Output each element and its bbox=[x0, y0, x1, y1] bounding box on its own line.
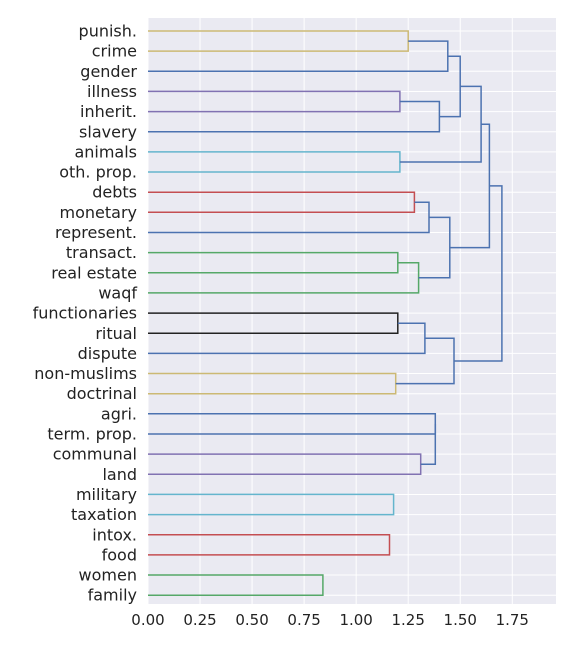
x-tick-label: 1.75 bbox=[496, 611, 529, 629]
x-tick-label: 0.75 bbox=[287, 611, 320, 629]
dendrogram-link bbox=[420, 423, 437, 465]
leaf-label: transact. bbox=[66, 243, 137, 262]
leaf-label: represent. bbox=[55, 223, 137, 242]
x-tick-label: 0.50 bbox=[235, 611, 268, 629]
leaf-label: taxation bbox=[71, 505, 137, 524]
leaf-label: term. prop. bbox=[47, 425, 137, 444]
leaf-label: land bbox=[102, 465, 137, 484]
leaf-label: non-muslims bbox=[34, 364, 137, 383]
leaf-label: illness bbox=[87, 82, 137, 101]
leaf-label: debts bbox=[92, 183, 137, 202]
leaf-label: oth. prop. bbox=[59, 163, 137, 182]
dendrogram-link bbox=[148, 493, 395, 516]
x-tick-label: 0.00 bbox=[131, 611, 164, 629]
leaf-label: family bbox=[88, 586, 137, 605]
x-tick-label: 0.25 bbox=[183, 611, 216, 629]
leaf-label: communal bbox=[53, 445, 137, 464]
leaf-label: agri. bbox=[101, 404, 137, 423]
leaf-label: waqf bbox=[98, 283, 137, 302]
leaf-label: dispute bbox=[78, 344, 137, 363]
plot-background bbox=[148, 18, 556, 604]
leaf-label: crime bbox=[92, 42, 137, 61]
leaf-label: real estate bbox=[51, 263, 137, 282]
leaf-label: women bbox=[79, 566, 137, 585]
leaf-label: ritual bbox=[95, 324, 137, 343]
leaf-label: functionaries bbox=[33, 304, 137, 323]
leaf-labels: punish.crimegenderillnessinherit.slavery… bbox=[33, 22, 138, 605]
dendrogram-link bbox=[148, 574, 324, 596]
leaf-label: intox. bbox=[92, 525, 137, 544]
x-tick-label: 1.00 bbox=[339, 611, 372, 629]
leaf-label: gender bbox=[80, 62, 137, 81]
leaf-label: slavery bbox=[79, 122, 137, 141]
x-axis-ticks: 0.00 0.25 0.50 0.75 1.00 1.25 1.50 1.75 bbox=[131, 611, 529, 629]
leaf-label: military bbox=[76, 485, 137, 504]
dendrogram-link bbox=[148, 534, 391, 556]
leaf-label: inherit. bbox=[80, 102, 137, 121]
dendrogram-links bbox=[148, 30, 503, 596]
dendrogram-link bbox=[454, 185, 503, 362]
leaf-label: doctrinal bbox=[67, 384, 137, 403]
x-tick-label: 1.50 bbox=[444, 611, 477, 629]
leaf-label: monetary bbox=[60, 203, 137, 222]
x-tick-label: 1.25 bbox=[392, 611, 425, 629]
leaf-label: animals bbox=[74, 142, 137, 161]
leaf-label: punish. bbox=[79, 22, 137, 41]
leaf-label: food bbox=[102, 545, 137, 564]
